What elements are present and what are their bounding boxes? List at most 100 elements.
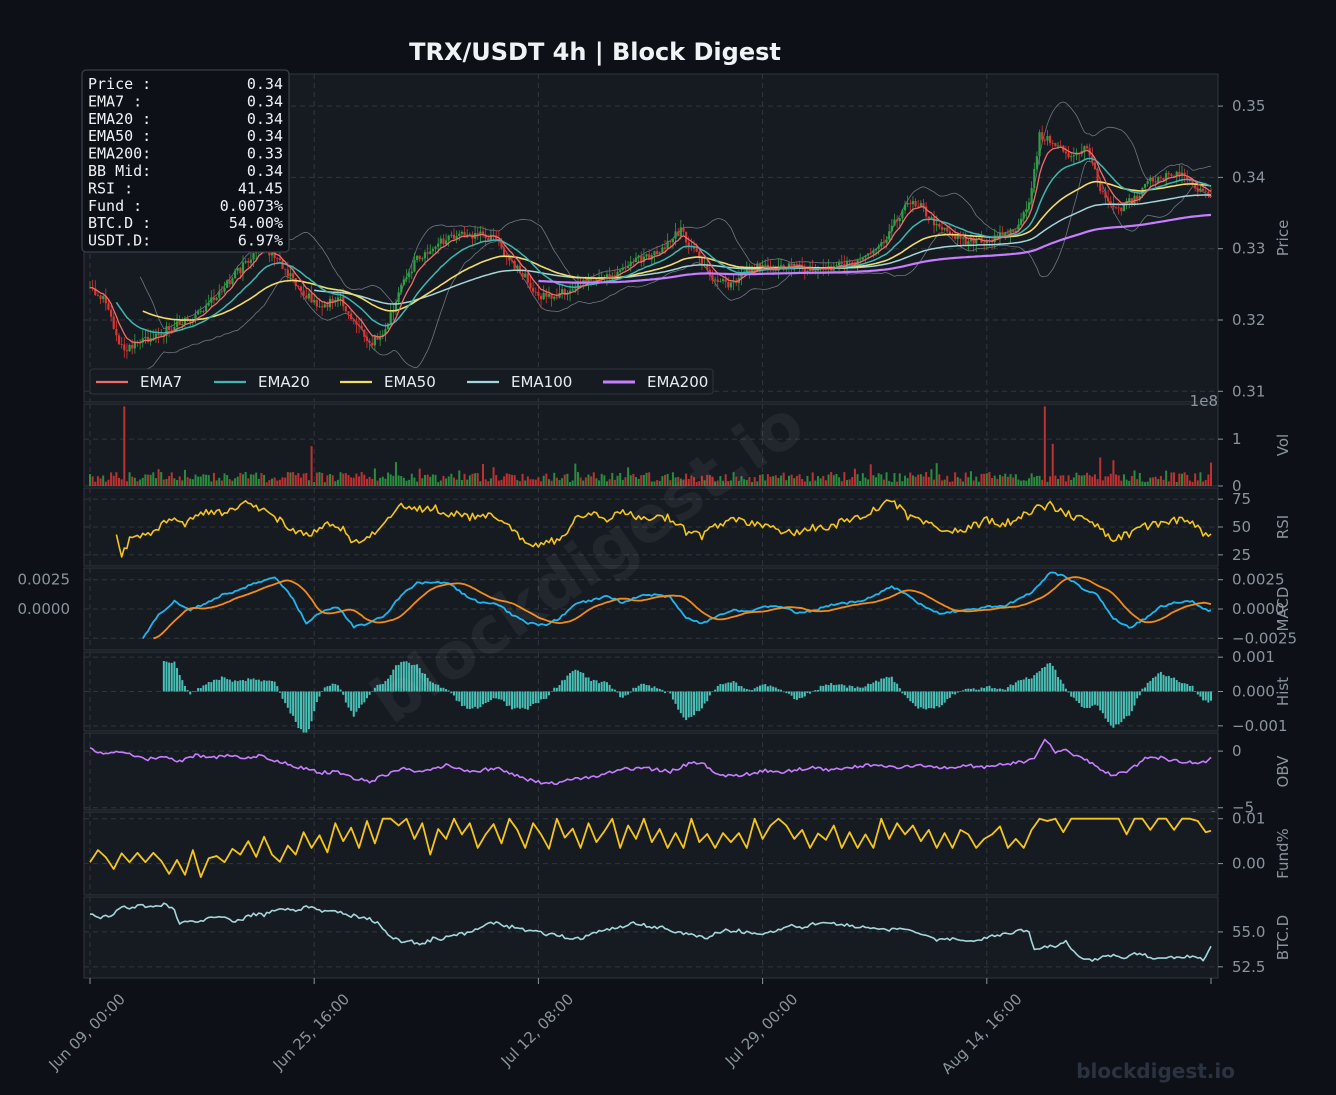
hist-bar (1062, 683, 1065, 692)
volume-bar (205, 474, 208, 486)
volume-bar (885, 472, 888, 486)
candle-body (1041, 132, 1044, 140)
hist-bar (484, 691, 487, 703)
hist-bar (724, 683, 727, 692)
hist-bar (358, 691, 361, 709)
volume-bar (149, 474, 152, 486)
candle-body (901, 210, 904, 219)
candle-body (1112, 203, 1115, 208)
candle-body (906, 203, 909, 205)
candle-body (661, 247, 664, 253)
hist-bar (645, 684, 648, 692)
hist-bar (642, 683, 645, 692)
volume-bar (830, 472, 833, 486)
volume-bar (806, 475, 809, 486)
offset-text-volume: 1e8 (1190, 392, 1218, 410)
candle-body (141, 338, 144, 343)
hist-bar (875, 680, 878, 692)
candle-body (131, 344, 134, 349)
hist-bar (919, 691, 922, 708)
volume-bar (1173, 472, 1176, 486)
hist-bar (1130, 691, 1133, 712)
hist-bar (695, 691, 698, 711)
volume-bar (967, 477, 970, 486)
volume-bar (360, 472, 363, 486)
hist-bar (189, 691, 192, 695)
candle-body (914, 200, 917, 207)
volume-bar (869, 464, 872, 486)
hist-bar (212, 679, 215, 692)
candle-body (545, 292, 548, 297)
hist-bar (798, 691, 801, 699)
hist-bar (1080, 691, 1083, 707)
volume-bar (542, 475, 545, 486)
candle-body (584, 280, 587, 283)
hist-bar (278, 691, 281, 693)
volume-bar (985, 473, 988, 486)
candle-body (339, 296, 342, 298)
volume-bar (693, 477, 696, 486)
hist-bar (1159, 671, 1162, 692)
hist-bar (168, 662, 171, 692)
volume-bar (450, 473, 453, 486)
volume-bar (716, 480, 719, 486)
candle-body (561, 289, 564, 294)
candle-body (1083, 146, 1086, 151)
y-tick-macd: −0.0025 (1232, 629, 1297, 647)
volume-bar (273, 477, 276, 486)
candle-body (157, 333, 160, 336)
candle-body (247, 261, 250, 263)
volume-bar (323, 482, 326, 486)
info-value: 41.45 (238, 179, 283, 197)
volume-bar (653, 481, 656, 486)
info-label: Price : (88, 75, 151, 93)
candle-body (605, 274, 609, 278)
volume-bar (236, 476, 239, 486)
volume-bar (777, 478, 780, 486)
volume-bar (882, 479, 885, 486)
volume-bar (1012, 477, 1015, 486)
volume-bar (914, 476, 917, 486)
candle-body (1201, 188, 1205, 191)
candle-body (1146, 181, 1149, 184)
volume-bar (766, 474, 769, 486)
hist-bar (241, 680, 244, 692)
hist-bar (566, 675, 569, 692)
candle-body (513, 260, 516, 269)
hist-bar (247, 678, 250, 692)
candle-body (568, 290, 572, 294)
hist-bar (1075, 691, 1078, 701)
x-tick-label: Jul 29, 00:00 (721, 990, 801, 1070)
candle-body (376, 336, 379, 340)
volume-bar (774, 475, 777, 486)
hist-bar (1117, 691, 1120, 725)
candle-body (983, 242, 986, 244)
candle-body (903, 204, 907, 211)
volume-bar (220, 480, 223, 486)
hist-bar (882, 678, 885, 692)
hist-bar (764, 684, 767, 692)
candle-body (99, 295, 102, 299)
volume-bar (911, 475, 914, 486)
candle-body (1143, 183, 1147, 188)
candle-body (1196, 188, 1199, 192)
ema20-line (115, 157, 1212, 334)
volume-bar (801, 479, 804, 486)
hist-bar (276, 686, 279, 692)
candle-body (1183, 172, 1186, 177)
candle-body (252, 253, 255, 260)
hist-bar (698, 691, 701, 712)
candle-body (276, 258, 279, 259)
hist-bar (946, 691, 949, 700)
volume-bar (389, 474, 392, 486)
volume-bar (956, 477, 959, 486)
candle-body (244, 261, 247, 263)
volume-bar (405, 480, 408, 486)
volume-bar (1207, 474, 1210, 486)
hist-bar (1001, 689, 1004, 692)
candle-body (431, 248, 434, 252)
hist-bar (880, 678, 883, 692)
candle-body (1199, 188, 1202, 192)
volume-bar (489, 478, 492, 486)
volume-bar (629, 475, 632, 486)
